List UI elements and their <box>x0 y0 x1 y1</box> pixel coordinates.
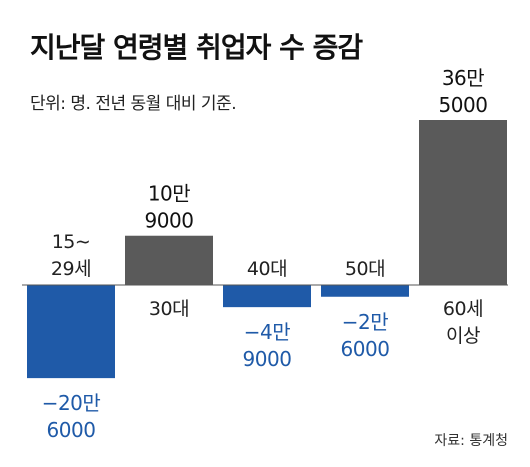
category-label: 40대 <box>247 258 287 280</box>
category-label: 30대 <box>149 298 189 320</box>
bar <box>223 285 311 308</box>
bar <box>125 235 213 285</box>
value-label: −20만 <box>42 391 101 415</box>
value-label: 10만 <box>148 182 190 206</box>
value-label: 6000 <box>47 418 96 442</box>
value-label: 9000 <box>243 347 292 371</box>
value-label: −2만 <box>342 310 388 334</box>
category-label: 이상 <box>446 325 480 347</box>
value-label: 5000 <box>439 93 488 117</box>
category-label: 29세 <box>51 258 91 280</box>
chart-title: 지난달 연령별 취업자 수 증감 <box>30 31 363 64</box>
value-label: 6000 <box>341 337 390 361</box>
category-label: 15∼ <box>52 231 91 253</box>
value-label: 36만 <box>442 66 484 90</box>
bar <box>27 285 115 379</box>
bar <box>321 285 409 297</box>
source-note: 자료: 통계청 <box>434 433 508 449</box>
value-label: −4만 <box>244 320 290 344</box>
category-label: 50대 <box>345 258 385 280</box>
bar <box>419 120 507 285</box>
chart-subtitle: 단위: 명. 전년 동월 대비 기준. <box>30 94 237 114</box>
category-label: 60세 <box>443 298 483 320</box>
value-label: 9000 <box>145 209 194 233</box>
